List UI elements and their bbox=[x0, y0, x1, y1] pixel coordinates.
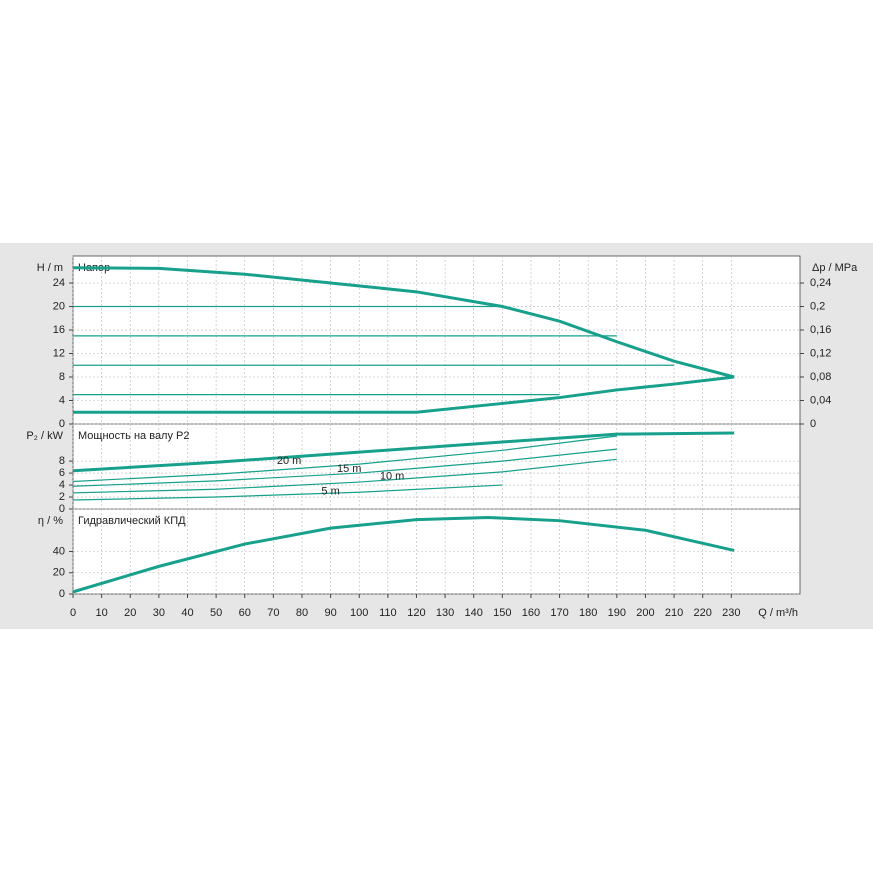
y2-tick-label: 0,12 bbox=[810, 347, 831, 359]
x-tick-label: 210 bbox=[665, 607, 683, 619]
series-line bbox=[72, 431, 735, 473]
x-tick-label: 120 bbox=[407, 607, 425, 619]
y-tick-label: 12 bbox=[53, 347, 65, 359]
y2-tick-label: 0,2 bbox=[810, 300, 825, 312]
y-tick-label: 4 bbox=[59, 479, 65, 491]
x-tick-label: 0 bbox=[70, 607, 76, 619]
series-line bbox=[72, 484, 503, 501]
x-tick-label: 160 bbox=[522, 607, 540, 619]
y-axis-label: P₂ / kW bbox=[26, 430, 63, 442]
x-tick-label: 80 bbox=[296, 607, 308, 619]
y-tick-label: 2 bbox=[59, 491, 65, 503]
series-line bbox=[73, 375, 735, 414]
y-axis-label: η / % bbox=[38, 515, 63, 527]
y-tick-label: 4 bbox=[59, 394, 65, 406]
series-line bbox=[72, 515, 735, 594]
x-tick-label: 100 bbox=[350, 607, 368, 619]
x-tick-label: 150 bbox=[493, 607, 511, 619]
curve-label: 20 m bbox=[277, 455, 301, 467]
series-line bbox=[72, 435, 617, 483]
y2-tick-label: 0,08 bbox=[810, 371, 831, 383]
y-tick-label: 8 bbox=[59, 371, 65, 383]
y-tick-label: 16 bbox=[53, 324, 65, 336]
x-axis-label: Q / m³/h bbox=[758, 607, 798, 619]
x-tick-label: 70 bbox=[267, 607, 279, 619]
x-tick-label: 180 bbox=[579, 607, 597, 619]
x-tick-label: 10 bbox=[95, 607, 107, 619]
curve-label: 10 m bbox=[380, 471, 404, 483]
x-tick-label: 40 bbox=[181, 607, 193, 619]
x-tick-label: 20 bbox=[124, 607, 136, 619]
y-tick-label: 0 bbox=[59, 503, 65, 515]
x-tick-label: 90 bbox=[324, 607, 336, 619]
y-tick-label: 0 bbox=[59, 418, 65, 430]
y-tick-label: 0 bbox=[59, 588, 65, 600]
y-tick-label: 24 bbox=[53, 277, 65, 289]
x-tick-label: 140 bbox=[465, 607, 483, 619]
x-tick-label: 220 bbox=[694, 607, 712, 619]
y-axis-label: H / m bbox=[37, 262, 63, 274]
y2-tick-label: 0,24 bbox=[810, 277, 831, 289]
curve-label: 15 m bbox=[337, 463, 361, 475]
y-tick-label: 8 bbox=[59, 455, 65, 467]
y-tick-label: 40 bbox=[53, 545, 65, 557]
x-tick-label: 50 bbox=[210, 607, 222, 619]
curve-label: 5 m bbox=[321, 486, 339, 498]
y-tick-label: 6 bbox=[59, 467, 65, 479]
x-tick-label: 30 bbox=[153, 607, 165, 619]
y2-tick-label: 0,16 bbox=[810, 324, 831, 336]
x-tick-label: 110 bbox=[379, 607, 397, 619]
x-tick-label: 60 bbox=[239, 607, 251, 619]
y2-axis-label: Δp / MPa bbox=[812, 262, 858, 274]
series-line bbox=[72, 266, 735, 379]
series-line bbox=[72, 458, 617, 494]
panel-title: Мощность на валу P2 bbox=[78, 430, 190, 442]
x-tick-label: 130 bbox=[436, 607, 454, 619]
x-tick-label: 200 bbox=[636, 607, 654, 619]
x-tick-label: 230 bbox=[722, 607, 740, 619]
y-tick-label: 20 bbox=[53, 567, 65, 579]
panel-title: Гидравлический КПД bbox=[78, 515, 186, 527]
y-tick-label: 20 bbox=[53, 300, 65, 312]
series-line bbox=[72, 448, 617, 487]
y2-tick-label: 0 bbox=[810, 418, 816, 430]
x-tick-label: 190 bbox=[608, 607, 626, 619]
y2-tick-label: 0,04 bbox=[810, 394, 831, 406]
x-tick-label: 170 bbox=[550, 607, 568, 619]
